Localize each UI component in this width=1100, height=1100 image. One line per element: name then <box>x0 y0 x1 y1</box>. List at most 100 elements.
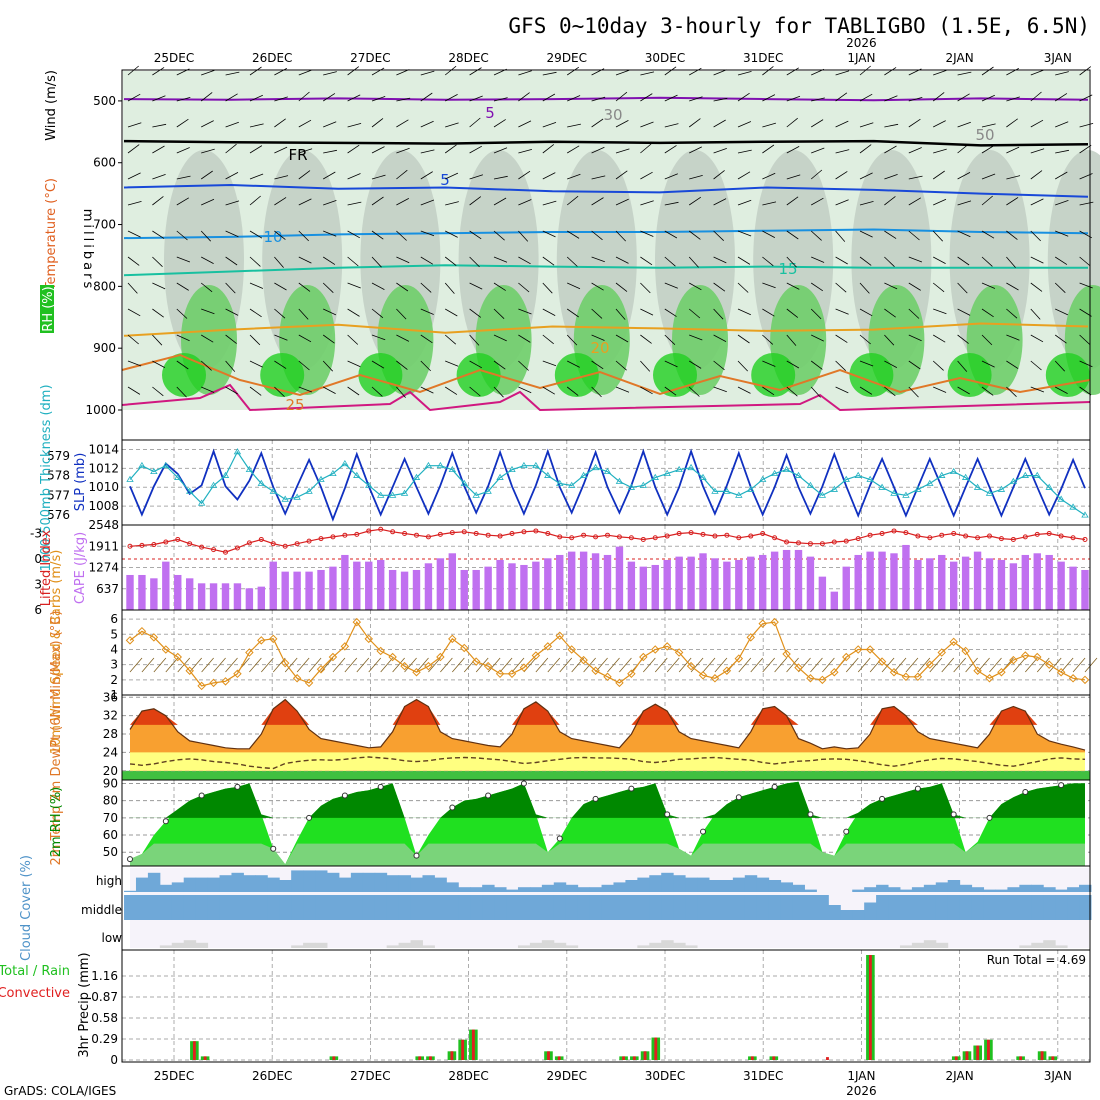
wind-speed-point <box>853 645 863 654</box>
thickness-tick: 579 <box>47 449 70 463</box>
cape-bar <box>997 559 1006 610</box>
wind-barb <box>445 360 459 367</box>
wind-barb <box>713 198 727 206</box>
cape-bar <box>591 553 600 610</box>
thickness-point <box>472 491 480 498</box>
wind-barb <box>640 308 654 316</box>
li-point <box>282 543 288 549</box>
cape-bar <box>818 576 827 610</box>
wind-ylabel: 10m Wind Speed & Barbs (m/s) <box>49 550 64 755</box>
surface-wind-barb <box>249 657 262 673</box>
wind-barb <box>444 256 457 266</box>
thickness-point <box>556 479 564 486</box>
cape-bar <box>532 561 540 610</box>
thickness-point <box>806 481 815 488</box>
cloud-middle-cell <box>888 895 901 920</box>
cloud-high-cell <box>649 875 662 892</box>
cloud-high-cell <box>923 884 937 892</box>
wind-barb <box>957 121 971 128</box>
cloud-middle-cell <box>828 905 841 920</box>
cloud-low-cell <box>935 942 949 948</box>
wind-barb <box>884 95 898 102</box>
cloud-high-cell <box>565 884 579 892</box>
cloud-high-cell <box>243 875 256 892</box>
surface-wind-barb <box>547 657 561 673</box>
li-point <box>843 538 849 544</box>
thickness-tick: 578 <box>47 469 70 483</box>
cape-bar <box>1069 566 1077 610</box>
wind-barb <box>127 334 139 345</box>
wind-barb <box>933 120 946 128</box>
li-ylabel: Lifted Index <box>39 529 54 606</box>
wind-barb <box>859 386 873 395</box>
cape-bar <box>914 559 922 610</box>
wind-speed-point <box>412 667 421 677</box>
wind-barb <box>420 282 432 293</box>
surface-wind-barb <box>153 657 167 673</box>
cloud-high-cell <box>219 875 232 892</box>
precip-convective-bar <box>547 1051 550 1060</box>
wind-speed-point <box>639 652 648 662</box>
wind-barb <box>542 172 556 180</box>
precip-convective-bar <box>429 1056 432 1060</box>
wind-barb <box>786 174 801 180</box>
cloud-high-cell <box>720 880 734 892</box>
wind-barb <box>225 200 240 206</box>
wind-barb <box>1030 230 1041 242</box>
li-point <box>640 536 646 542</box>
wind-barb <box>957 386 970 395</box>
wind-barb <box>396 386 406 398</box>
cape-bar <box>938 554 946 610</box>
li-point <box>879 531 885 536</box>
cape-bar <box>770 551 779 610</box>
temp-tick: 32 <box>103 709 118 723</box>
wind-speed-point <box>352 617 362 627</box>
wind-barb <box>713 282 726 292</box>
li-point <box>461 529 467 535</box>
cloud-high-cell <box>804 889 817 892</box>
wind-barb <box>981 94 995 102</box>
wind-barb <box>542 282 553 294</box>
cloud-high-cell <box>899 889 913 892</box>
wind-speed-point <box>567 645 576 654</box>
wind-barb <box>152 256 163 267</box>
cape-bar <box>400 571 409 610</box>
cape-bar <box>854 554 862 610</box>
li-point <box>748 533 754 539</box>
precip-ylabel: 3hr Precip (mm) <box>77 952 92 1057</box>
wind-speed-point <box>698 671 708 680</box>
thickness-point <box>1033 471 1041 478</box>
cloud-high-cell <box>971 887 985 892</box>
thickness-point <box>985 489 994 496</box>
cape-bar <box>126 574 134 610</box>
cloud-high-cell <box>338 877 352 892</box>
li-point <box>139 542 145 548</box>
cape-bar <box>353 561 361 610</box>
cape-ylabel: CAPE (J/kg) <box>73 532 88 604</box>
temp-tick: 28 <box>103 727 118 741</box>
wind-barb <box>298 282 311 292</box>
wind-barb <box>1030 69 1045 76</box>
wind-barb <box>371 334 386 341</box>
wind-speed-point <box>925 660 935 669</box>
thickness-point <box>627 483 636 490</box>
cloud-middle-cell <box>1019 895 1032 920</box>
wind-barb <box>933 256 946 264</box>
cloud-high-cell <box>1067 887 1080 892</box>
thickness-point <box>544 471 552 478</box>
thickness-point <box>424 461 433 469</box>
wind-barb <box>347 308 360 317</box>
wind-barb <box>835 230 846 242</box>
thickness-point <box>174 473 182 480</box>
wind-speed-point <box>997 667 1006 677</box>
thickness-point <box>126 475 134 482</box>
li-point <box>545 531 551 536</box>
chart-marks: 5 FR 5 10 15 20 25 30 50 <box>121 65 1098 1060</box>
surface-wind-barb <box>368 657 382 673</box>
thickness-point <box>914 485 922 492</box>
wind-barb <box>566 334 578 346</box>
li-point <box>151 542 157 548</box>
temp-tick: 24 <box>103 745 118 759</box>
wind-barb <box>1055 230 1069 237</box>
wind-barb <box>835 120 849 128</box>
